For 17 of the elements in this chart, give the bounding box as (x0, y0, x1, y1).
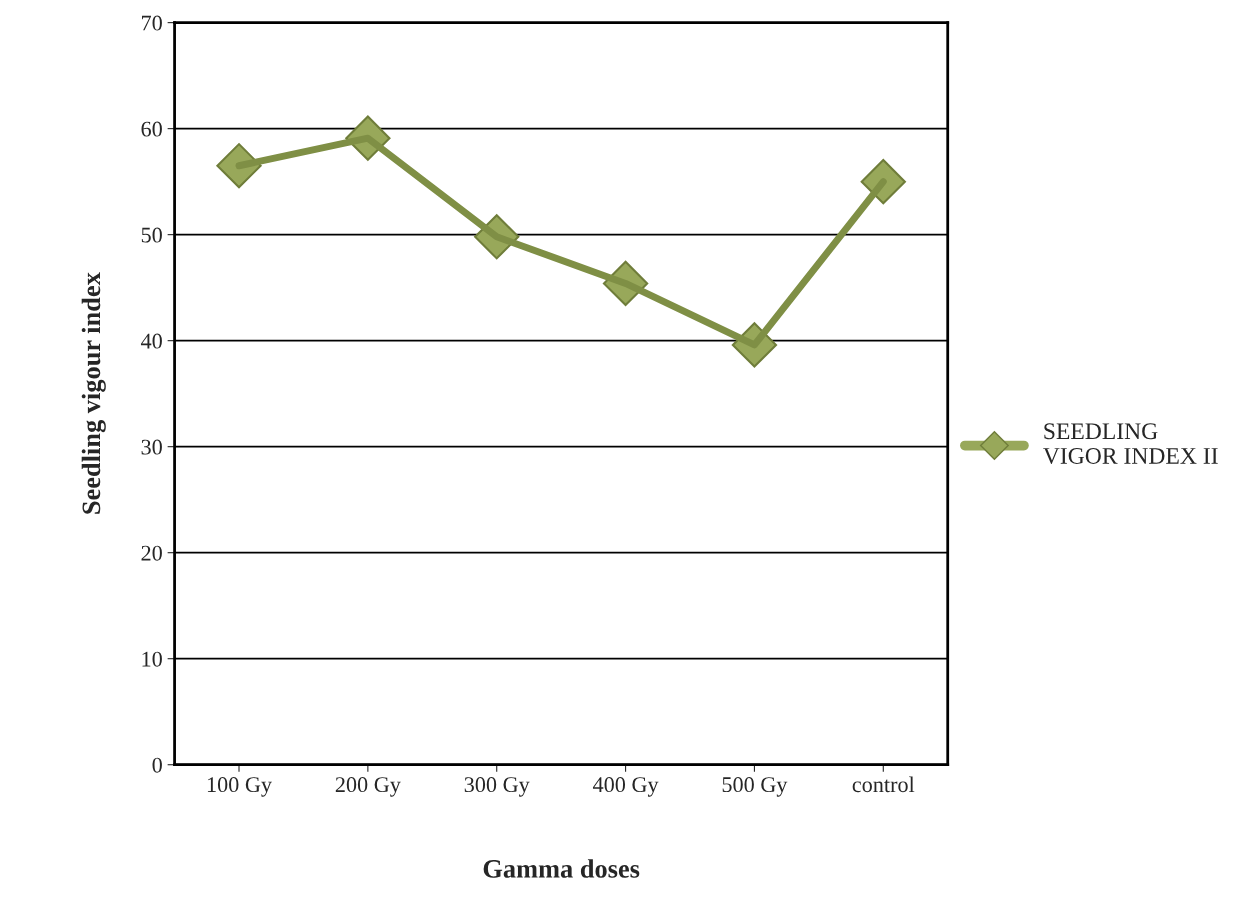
y-tick-label: 60 (141, 121, 162, 137)
x-axis-title: Gamma doses (483, 859, 640, 878)
y-tick-label: 50 (141, 227, 162, 243)
y-tick-label: 30 (141, 439, 162, 455)
y-tick-label: 20 (141, 545, 162, 561)
x-tick-label: 500 Gy (722, 777, 788, 797)
x-tick-label: control (852, 776, 915, 793)
y-tick-label: 0 (152, 757, 162, 773)
x-tick-label: 200 Gy (335, 777, 401, 797)
x-tick-label: 100 Gy (207, 777, 272, 797)
y-tick-label: 70 (142, 15, 162, 31)
y-tick-label: 40 (140, 333, 162, 349)
legend-label: SEEDLING VIGOR INDEX II (1043, 423, 1218, 464)
y-tick-label: 10 (142, 651, 162, 667)
x-tick-label: 300 Gy (464, 777, 530, 797)
x-tick-label: 400 Gy (592, 777, 659, 797)
y-axis-title: Seedling vigour index (81, 272, 106, 514)
